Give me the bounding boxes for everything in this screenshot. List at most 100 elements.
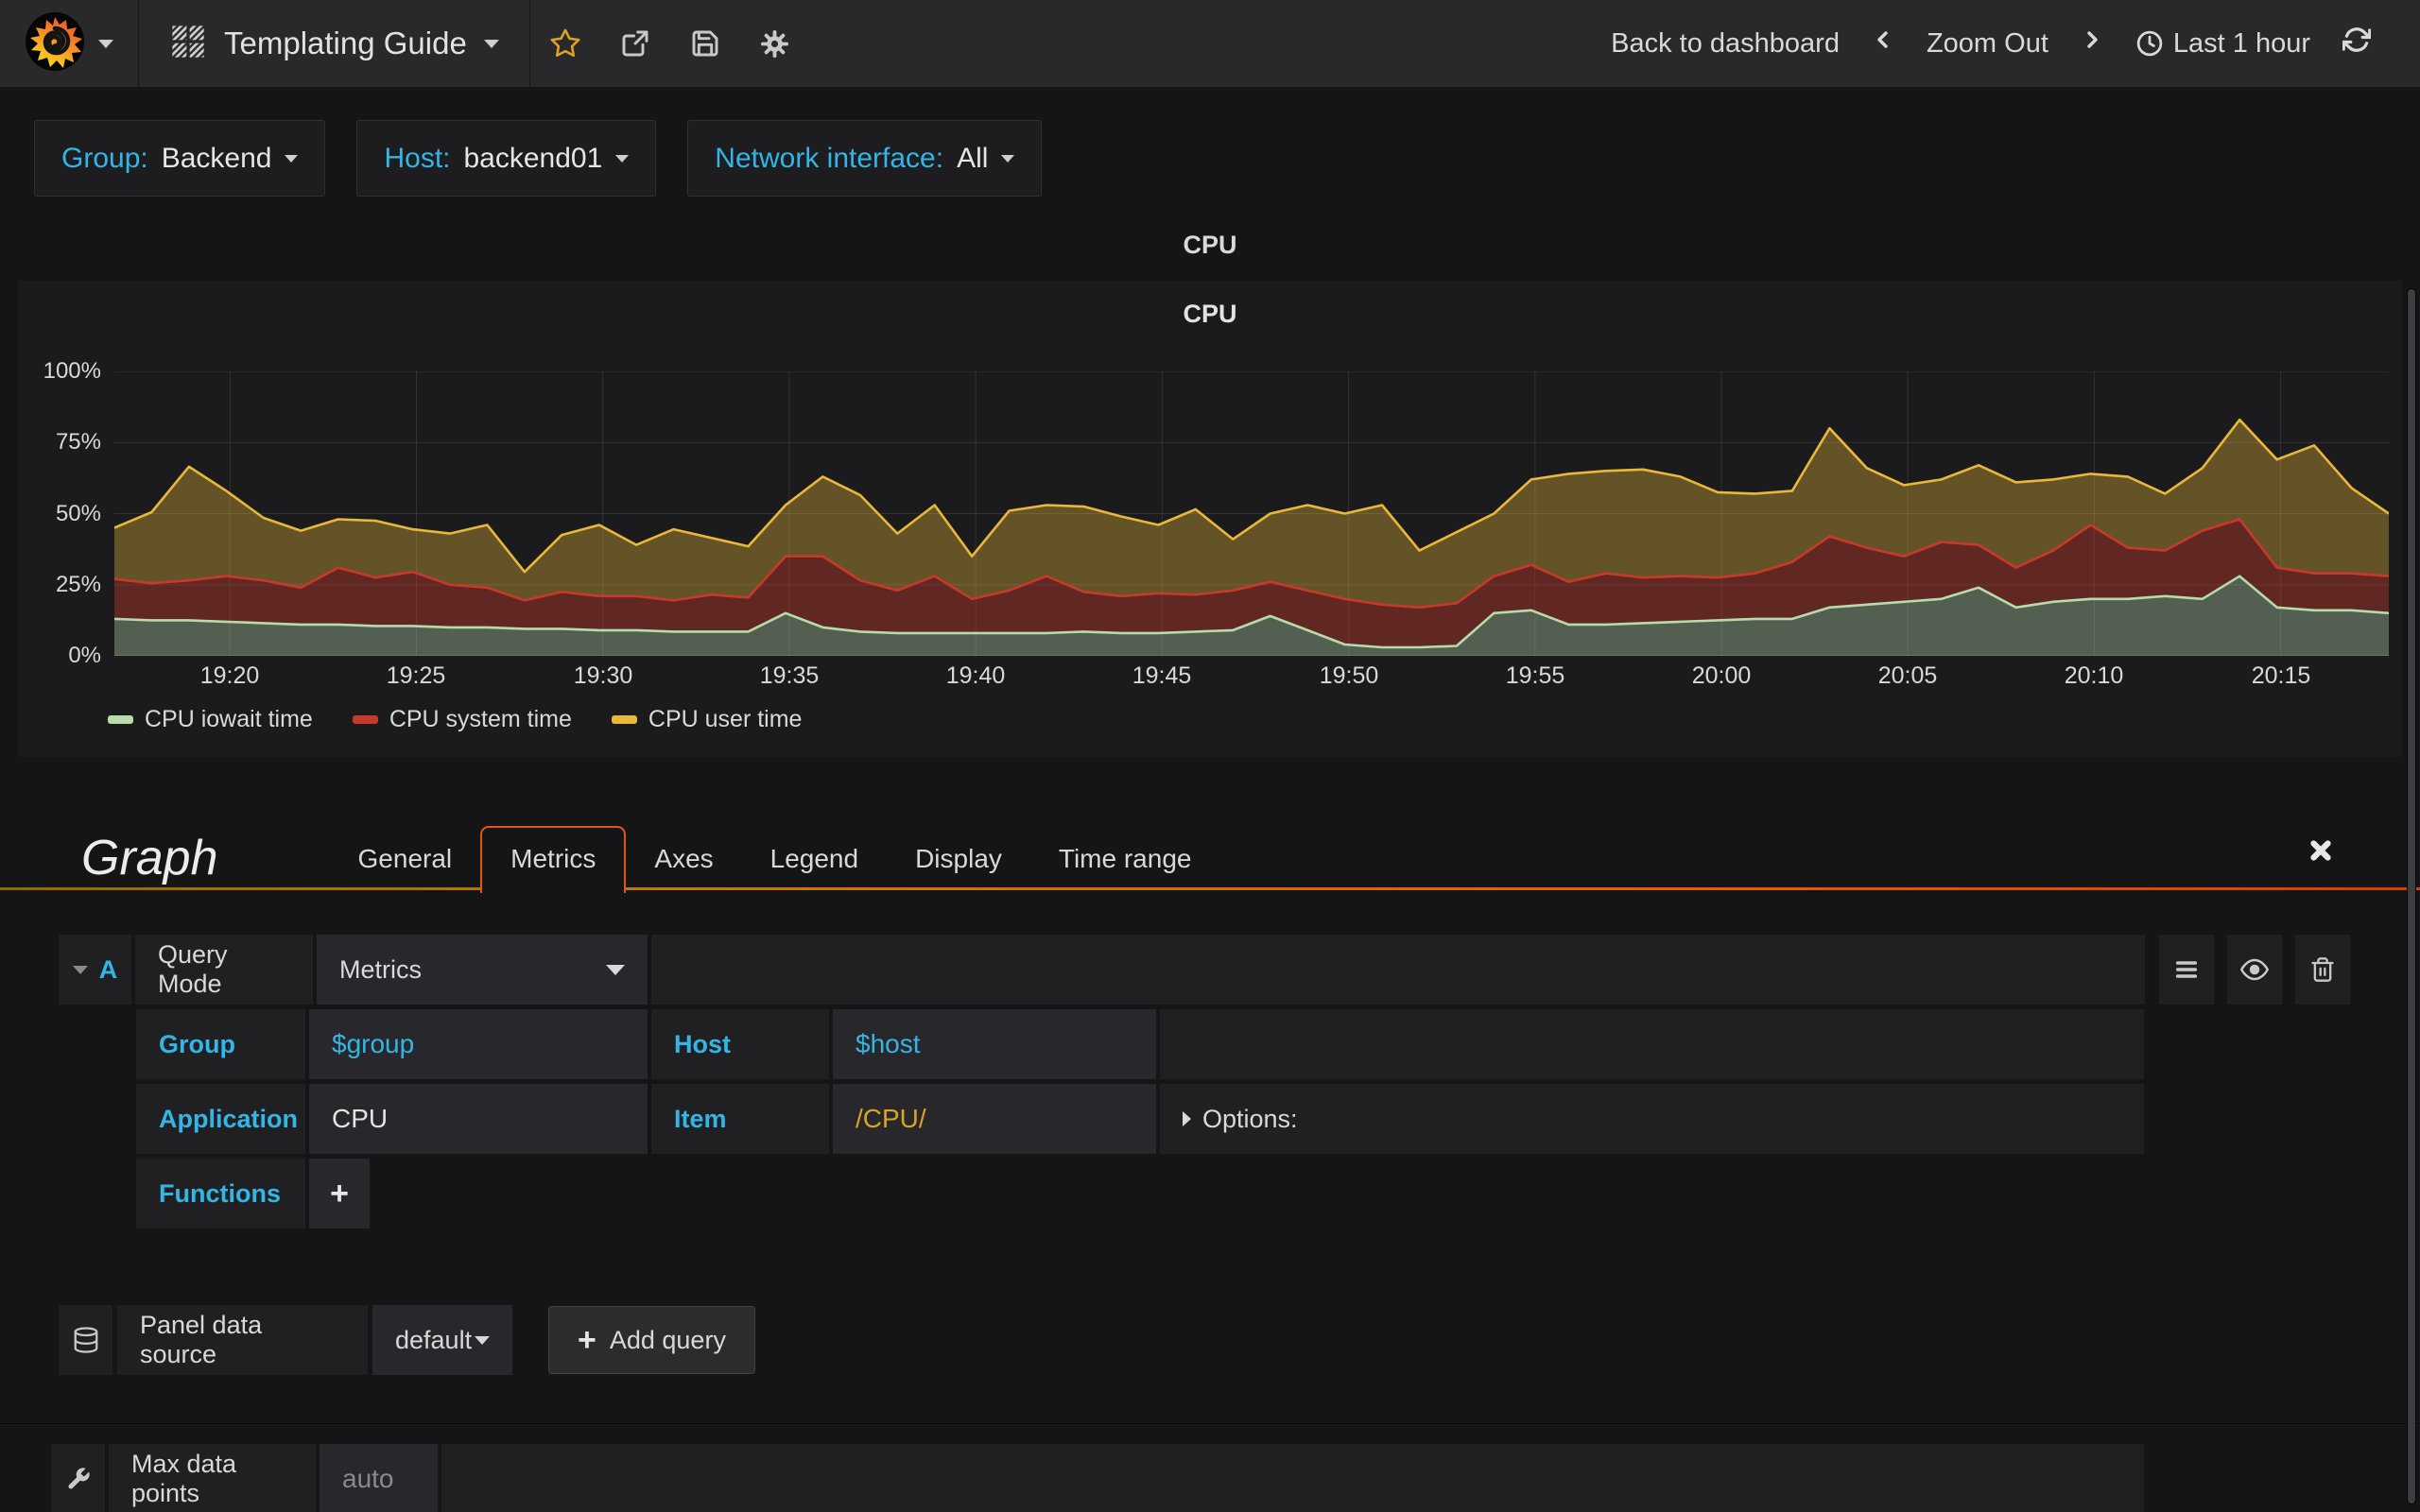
panel-options-row: Max data points — [51, 1444, 2420, 1512]
dashboard-grid-icon — [169, 23, 207, 65]
y-axis-label: 75% — [55, 429, 101, 455]
time-shift-back-button[interactable] — [1872, 26, 1894, 61]
cpu-chart-svg — [114, 371, 2389, 656]
variable-dropdown-2[interactable]: Network interface: All — [687, 120, 1043, 197]
tab-metrics[interactable]: Metrics — [480, 826, 627, 893]
query-menu-button[interactable] — [2159, 935, 2214, 1005]
y-axis-label: 25% — [55, 572, 101, 597]
query-toggle-visibility-button[interactable] — [2227, 935, 2282, 1005]
close-icon — [2310, 840, 2331, 861]
y-axis-label: 50% — [55, 501, 101, 526]
query-delete-button[interactable] — [2295, 935, 2350, 1005]
dashboard-title: Templating Guide — [224, 26, 467, 60]
variable-dropdown-1[interactable]: Host: backend01 — [356, 120, 657, 197]
legend-swatch-icon — [108, 715, 133, 724]
panel-title[interactable]: CPU — [1183, 300, 1237, 328]
time-range-label: Last 1 hour — [2172, 27, 2310, 59]
navbar-left: Templating Guide — [0, 0, 810, 87]
group-input[interactable] — [309, 1009, 648, 1079]
eye-icon — [2240, 958, 2269, 981]
row-spacer — [441, 1444, 2144, 1512]
chevron-down-icon — [483, 39, 499, 48]
share-icon — [622, 30, 648, 57]
editor-tabs: General Metrics Axes Legend Display Time rang… — [330, 826, 1220, 893]
max-data-points-input[interactable] — [320, 1444, 438, 1512]
query-row-a: A Query Mode Metrics — [59, 935, 2420, 1005]
clock-icon — [2136, 30, 2163, 57]
x-axis-label: 19:30 — [573, 662, 633, 689]
datasource-label: Panel data source — [117, 1305, 368, 1375]
time-shift-forward-button[interactable] — [2081, 26, 2103, 61]
functions-label: Functions — [136, 1159, 305, 1228]
datasource-row: Panel data source default + Add query — [59, 1305, 2420, 1375]
query-letter: A — [98, 954, 118, 984]
legend-item[interactable]: CPU iowait time — [108, 706, 313, 733]
item-input[interactable] — [833, 1084, 1156, 1154]
cpu-chart[interactable] — [114, 371, 2389, 656]
query-collapse-toggle[interactable]: A — [59, 935, 131, 1005]
query-row-functions: Functions + — [136, 1159, 2420, 1228]
application-input[interactable] — [309, 1084, 648, 1154]
chart-legend: CPU iowait time CPU system time CPU user… — [108, 706, 802, 733]
panel-options-icon-cell — [51, 1444, 105, 1512]
add-query-button[interactable]: + Add query — [548, 1306, 755, 1374]
panel-type-title: Graph — [81, 831, 218, 885]
plus-icon: + — [330, 1176, 349, 1211]
query-row-spacer — [651, 935, 2145, 1005]
row-title: CPU — [1183, 231, 1237, 259]
chevron-right-icon — [2087, 31, 2098, 48]
time-picker-button[interactable]: Last 1 hour — [2135, 28, 2310, 60]
navbar: Templating Guide — [0, 0, 2420, 87]
query-editor: A Query Mode Metrics — [0, 890, 2420, 1228]
x-axis-label: 19:35 — [759, 662, 820, 689]
tab-display[interactable]: Display — [915, 844, 1002, 873]
menu-icon — [2175, 961, 2198, 978]
query-mode-select[interactable]: Metrics — [317, 935, 648, 1005]
chevron-down-icon — [615, 154, 630, 163]
close-editor-button[interactable] — [2307, 836, 2335, 869]
chevron-left-icon — [1877, 31, 1888, 48]
x-axis-label: 20:00 — [1691, 662, 1752, 689]
tab-time-range[interactable]: Time range — [1058, 844, 1192, 873]
refresh-button[interactable] — [2342, 26, 2372, 61]
scrollbar — [2407, 0, 2418, 1512]
settings-button[interactable] — [740, 0, 810, 87]
query-row-group-host: Group Host — [136, 1009, 2420, 1079]
dashboard-title-button[interactable]: Templating Guide — [139, 0, 530, 87]
star-button[interactable] — [530, 0, 600, 87]
legend-series-name: CPU user time — [648, 706, 803, 732]
add-function-button[interactable]: + — [309, 1159, 370, 1228]
x-axis-label: 20:15 — [2251, 662, 2311, 689]
scrollbar-thumb[interactable] — [2407, 288, 2416, 1504]
x-axis-label: 20:10 — [2064, 662, 2124, 689]
datasource-select[interactable]: default — [372, 1305, 512, 1375]
x-axis-label: 19:55 — [1505, 662, 1565, 689]
query-actions — [2159, 935, 2350, 1005]
legend-item[interactable]: CPU user time — [611, 706, 803, 733]
share-button[interactable] — [600, 0, 670, 87]
cpu-panel: CPU 0% 25% 50% 75% 100% 19:20 19:25 19:30 19:35… — [18, 281, 2402, 757]
row-spacer — [1160, 1009, 2144, 1079]
grafana-menu-button[interactable] — [0, 0, 139, 87]
variable-value: All — [957, 142, 989, 174]
refresh-icon — [2342, 27, 2372, 52]
save-button[interactable] — [670, 0, 740, 87]
legend-series-name: CPU system time — [389, 706, 572, 732]
gear-icon — [761, 29, 789, 58]
variable-label: Host: — [384, 142, 451, 174]
triangle-right-icon — [1183, 1111, 1191, 1126]
tab-axes[interactable]: Axes — [654, 844, 714, 873]
variable-dropdown-0[interactable]: Group: Backend — [34, 120, 326, 197]
item-label: Item — [651, 1084, 829, 1154]
back-to-dashboard-button[interactable]: Back to dashboard — [1611, 27, 1840, 59]
tab-legend[interactable]: Legend — [769, 844, 859, 873]
options-toggle[interactable]: Options: — [1160, 1084, 2144, 1154]
navbar-right: Back to dashboard Zoom Out Last 1 hour — [1611, 0, 2420, 87]
editor-header: Graph General Metrics Axes Legend Display Tim… — [0, 823, 2420, 893]
variable-value: Backend — [161, 142, 272, 174]
host-input[interactable] — [833, 1009, 1156, 1079]
legend-item[interactable]: CPU system time — [352, 706, 572, 733]
y-axis-label: 0% — [68, 643, 101, 668]
zoom-out-button[interactable]: Zoom Out — [1926, 27, 2048, 59]
tab-general[interactable]: General — [357, 844, 453, 873]
